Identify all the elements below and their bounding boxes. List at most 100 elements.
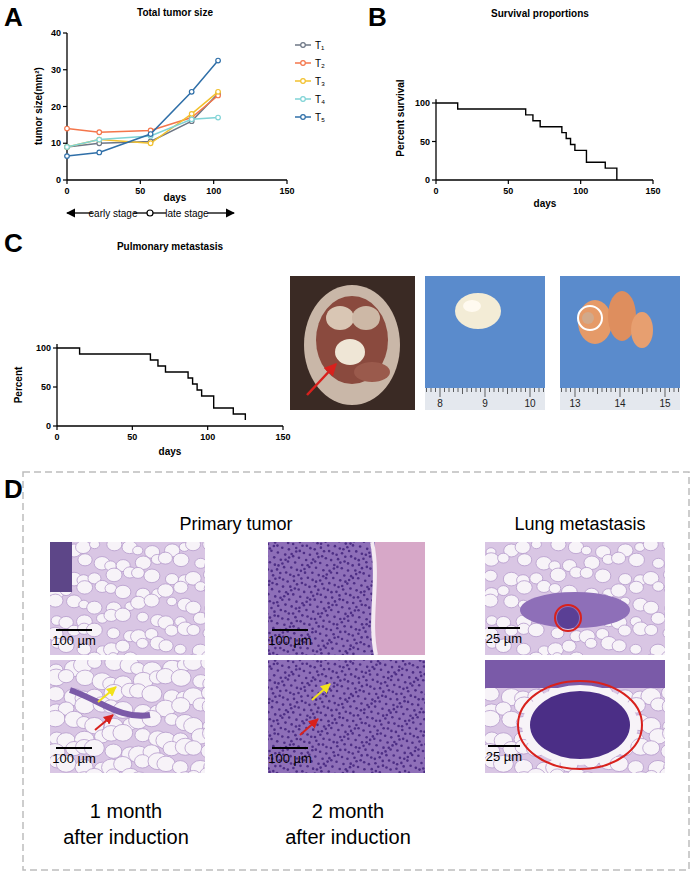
nucleus — [305, 677, 308, 680]
photo-arrow — [307, 364, 336, 395]
nucleus — [319, 648, 322, 651]
nucleus — [273, 610, 276, 613]
histology-arrow — [300, 719, 318, 735]
nucleus — [357, 609, 360, 612]
nucleus — [295, 600, 298, 603]
nucleus — [365, 561, 368, 564]
nucleus — [392, 761, 395, 764]
series-point — [65, 145, 70, 150]
nucleus — [415, 767, 418, 770]
alveolus — [201, 744, 205, 758]
nucleus — [351, 732, 354, 735]
photos: 8910131415 — [290, 276, 680, 410]
nucleus — [322, 737, 325, 740]
nucleus — [368, 669, 371, 672]
panel-d: Primary tumorLung metastasis100 µm100 µm… — [23, 472, 689, 870]
nucleus — [400, 692, 403, 695]
nucleus — [338, 660, 341, 661]
y-tick-label: 100 — [36, 343, 51, 353]
nucleus — [366, 684, 369, 687]
nucleus — [332, 633, 335, 636]
nucleus — [409, 714, 412, 717]
nucleus — [351, 682, 354, 685]
nucleus — [335, 760, 338, 763]
nucleus — [314, 637, 317, 640]
nucleus — [306, 663, 309, 666]
nucleus — [419, 660, 422, 662]
nucleus — [294, 705, 297, 708]
nucleus — [330, 571, 333, 574]
nucleus — [312, 542, 315, 543]
nucleus — [354, 609, 357, 612]
figure: ABCD050100150010203040Total tumor sizeda… — [0, 0, 699, 877]
nucleus — [423, 771, 425, 773]
nucleus — [268, 620, 269, 623]
ruler-tick — [539, 388, 540, 392]
nucleus — [326, 614, 329, 617]
x-tick — [282, 426, 283, 430]
plot-area — [57, 348, 245, 420]
photo-organ — [326, 306, 354, 330]
nucleus — [407, 701, 410, 704]
nucleus — [388, 689, 391, 692]
nucleus — [346, 546, 349, 549]
nucleus — [381, 752, 384, 755]
nucleus — [324, 764, 327, 767]
nucleus — [417, 748, 420, 751]
nucleus — [315, 567, 318, 570]
nucleus — [408, 676, 411, 679]
scale-bar — [56, 747, 92, 749]
nucleus — [404, 770, 407, 773]
nucleus — [359, 655, 362, 656]
nucleus — [341, 670, 344, 673]
alveolus — [76, 670, 94, 685]
nucleus — [319, 562, 322, 565]
photo-tumor — [455, 293, 501, 329]
photo-tumor-highlight — [463, 300, 481, 312]
alveolus — [516, 581, 532, 594]
nucleus — [330, 759, 333, 762]
alveolus — [204, 582, 205, 595]
y-tick-label: 0 — [56, 175, 61, 185]
nucleus — [272, 574, 275, 577]
nucleus — [312, 713, 315, 716]
series-point — [65, 145, 70, 150]
alveolus — [137, 612, 148, 622]
nucleus — [317, 556, 320, 559]
nucleus — [359, 663, 362, 666]
nucleus — [322, 569, 325, 572]
nucleus — [290, 684, 293, 687]
nucleus — [402, 660, 405, 662]
nucleus — [269, 679, 272, 682]
nucleus — [393, 722, 396, 725]
nucleus — [276, 544, 279, 547]
nucleus — [348, 668, 351, 671]
y-tick — [63, 179, 67, 180]
nucleus — [268, 661, 269, 664]
nucleus — [326, 760, 329, 763]
nucleus — [298, 674, 301, 677]
nucleus — [298, 606, 301, 609]
nucleus — [422, 679, 425, 682]
nucleus — [277, 564, 280, 567]
nucleus — [328, 639, 331, 642]
chart-title: Total tumor size — [137, 7, 213, 18]
bronchus — [520, 592, 630, 628]
nucleus — [336, 627, 339, 630]
nucleus — [276, 686, 279, 689]
nucleus — [304, 701, 307, 704]
nucleus — [316, 650, 319, 653]
nucleus — [287, 560, 290, 563]
alveolus — [129, 772, 148, 773]
nucleus — [362, 745, 365, 748]
nucleus — [310, 736, 313, 739]
nucleus — [331, 596, 334, 599]
nucleus — [396, 706, 399, 709]
nucleus — [283, 623, 286, 626]
stage-arrow — [153, 212, 166, 213]
nucleus — [385, 766, 388, 769]
nucleus — [357, 766, 360, 769]
nucleus — [392, 754, 395, 757]
nucleus — [348, 697, 351, 700]
nucleus — [411, 741, 414, 744]
